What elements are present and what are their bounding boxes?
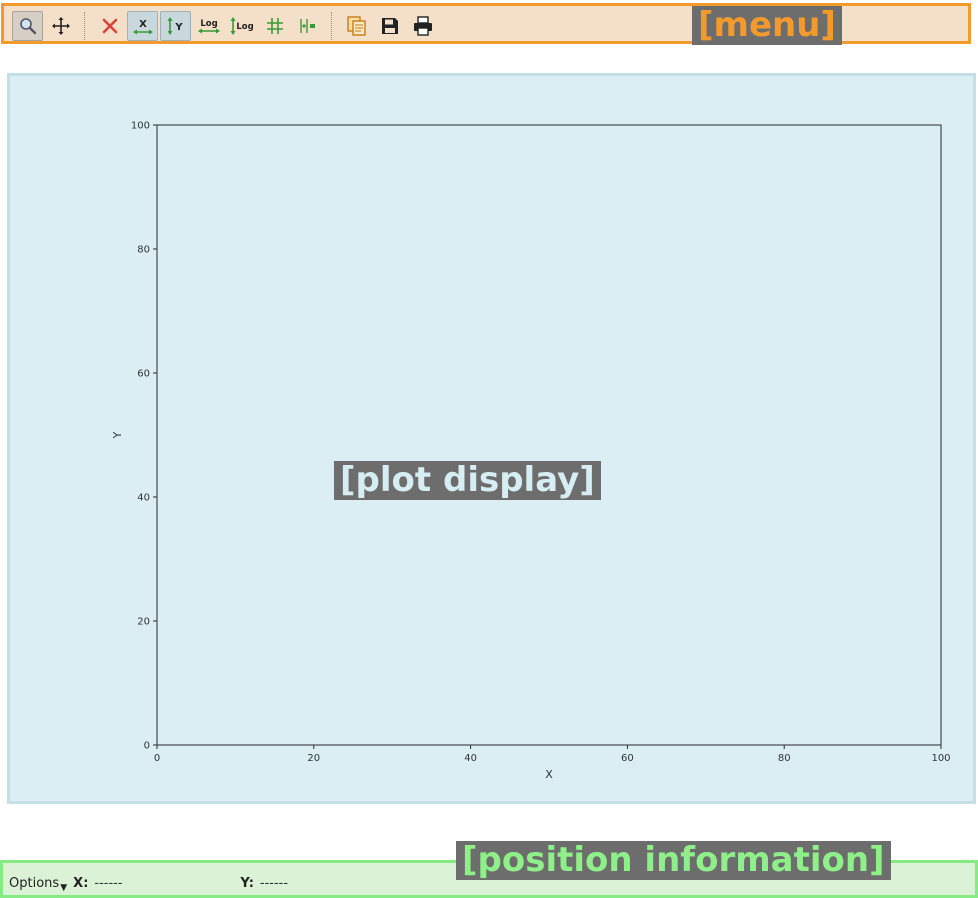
y-tick-label: 20 [137,617,150,628]
y-position-value: ------ [259,876,289,891]
y-tick-label: 0 [144,741,150,752]
menu-toolbar: X Y Log Log [1,3,971,46]
x-tick-label: 40 [464,753,477,764]
plot-display[interactable]: X Y 0 20 40 60 80 100 0 20 40 60 80 100 [plot displ… [7,73,976,804]
toolbar-separator [331,12,333,40]
plot-overlay-label: [plot display] [334,460,601,501]
toolbar-separator [84,12,86,40]
log-x-text: Log [200,19,217,29]
log-x-icon: Log [197,19,220,34]
x-tick-label: 0 [154,753,160,764]
reset-zoom-button[interactable] [94,11,125,41]
x-tick-label: 20 [307,753,320,764]
copy-button[interactable] [341,11,372,41]
autoscale-y-button[interactable]: Y [160,11,191,41]
autoscale-x-button[interactable]: X [127,11,158,41]
autoscale-x-text: X [139,19,147,30]
print-button[interactable] [407,11,438,41]
x-tick-label: 80 [778,753,791,764]
save-icon [381,18,398,34]
menu-overlay-label: [menu] [692,5,842,46]
plot-canvas[interactable]: X Y 0 20 40 60 80 100 0 20 40 60 80 100 [10,76,973,801]
pan-icon [51,17,70,35]
plot-frame [156,124,942,746]
toolbar: X Y Log Log [12,10,438,42]
log-x-button[interactable]: Log [193,11,224,41]
x-axis-label: X [545,768,553,781]
log-y-button[interactable]: Log [226,11,257,41]
position-information-bar: Options ▼ X: ------ Y: ------ [position i… [0,840,978,898]
print-icon [413,16,432,36]
options-button[interactable]: Options ▼ [9,876,68,893]
x-position-key: X: [73,876,89,891]
x-position-value: ------ [94,876,123,891]
position-info: Options ▼ X: ------ Y: ------ [9,876,289,893]
curve-style-icon [299,19,315,33]
curve-style-button[interactable] [292,11,323,41]
log-y-text: Log [236,22,253,32]
x-tick-label: 100 [931,753,950,764]
y-axis-label: Y [111,431,124,439]
autoscale-x-icon: X [132,19,153,35]
reset-zoom-icon [102,18,117,34]
options-label: Options [9,876,60,891]
zoom-icon [19,18,36,35]
y-tick-label: 80 [137,245,150,256]
y-tick-label: 100 [131,121,150,132]
save-button[interactable] [374,11,405,41]
y-position-key: Y: [240,876,254,891]
x-tick-label: 60 [621,753,634,764]
y-tick-label: 60 [137,369,150,380]
copy-icon [346,16,366,36]
autoscale-y-icon: Y [167,17,183,35]
pan-button[interactable] [45,11,76,41]
grid-button[interactable] [259,11,290,41]
log-y-icon: Log [230,17,253,35]
chevron-down-icon: ▼ [60,883,68,893]
autoscale-y-text: Y [174,22,183,33]
position-overlay-label: [position information] [456,840,891,881]
zoom-button[interactable] [12,11,43,41]
y-tick-label: 40 [137,493,150,504]
grid-icon [266,18,283,34]
